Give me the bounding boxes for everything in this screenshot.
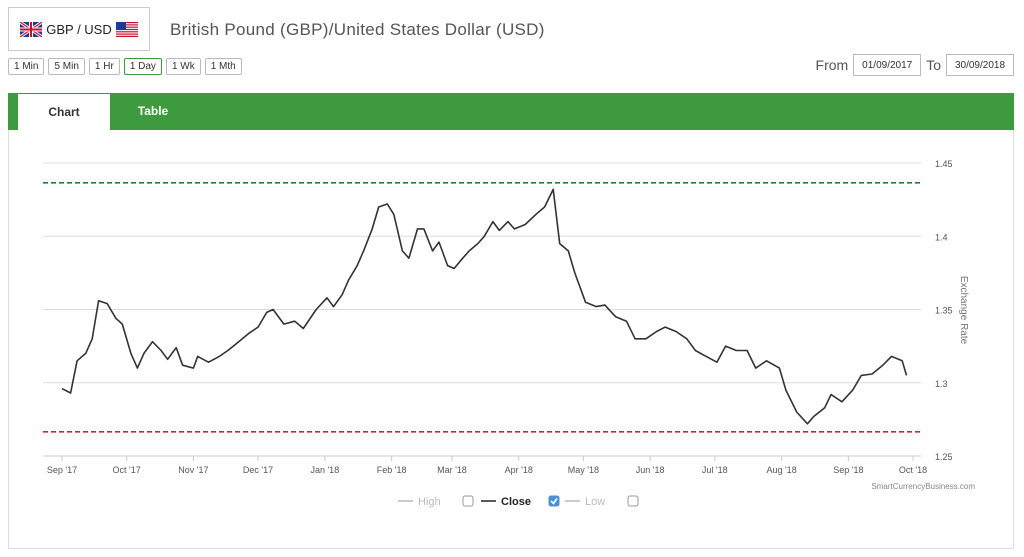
interval-buttons: 1 Min 5 Min 1 Hr 1 Day 1 Wk 1 Mth (8, 58, 242, 75)
x-tick-label: Apr '18 (505, 465, 533, 475)
x-tick-label: Oct '18 (899, 465, 927, 475)
tab-chart[interactable]: Chart (18, 94, 110, 131)
x-tick-label: Nov '17 (178, 465, 208, 475)
legend-label: Low (585, 496, 605, 508)
x-tick-label: Jun '18 (636, 465, 665, 475)
x-tick-label: Dec '17 (243, 465, 273, 475)
page-title: British Pound (GBP)/United States Dollar… (170, 20, 545, 39)
currency-pair-label: GBP / USD (46, 21, 112, 37)
currency-pair-selector[interactable]: GBP / USD (8, 7, 150, 51)
x-tick-label: Sep '18 (833, 465, 863, 475)
y-tick-label: 1.4 (935, 232, 948, 242)
y-tick-label: 1.45 (935, 159, 953, 169)
tab-table[interactable]: Table (137, 104, 169, 118)
to-date-input[interactable]: 30/09/2018 (946, 54, 1014, 76)
date-range: From 01/09/2017 To 30/09/2018 (816, 54, 1014, 76)
legend-label: High (418, 496, 441, 508)
interval-button-1mth[interactable]: 1 Mth (204, 58, 242, 75)
close-series-line (61, 188, 908, 425)
legend-checkbox[interactable] (548, 495, 560, 507)
interval-button-1min[interactable]: 1 Min (8, 58, 45, 75)
x-tick-label: Feb '18 (377, 465, 407, 475)
y-tick-label: 1.25 (935, 452, 953, 462)
x-tick-label: Aug '18 (766, 465, 796, 475)
watermark: SmartCurrencyBusiness.com (871, 482, 975, 491)
x-tick-label: Jul '18 (702, 465, 728, 475)
to-label: To (926, 57, 941, 73)
y-axis-label: Exchange Rate (958, 276, 969, 345)
y-tick-label: 1.3 (935, 379, 948, 389)
tab-bar: Chart Table (8, 93, 1014, 131)
from-label: From (815, 57, 849, 73)
interval-button-1wk[interactable]: 1 Wk (165, 58, 201, 75)
from-date-input[interactable]: 01/09/2017 (853, 54, 922, 76)
us-flag-icon (115, 21, 138, 37)
interval-button-5min[interactable]: 5 Min (48, 58, 85, 75)
check-icon (550, 498, 558, 505)
legend-checkbox[interactable] (627, 495, 639, 507)
x-tick-label: Oct '17 (113, 465, 141, 475)
x-tick-label: Jan '18 (310, 465, 339, 475)
legend-label: Close (501, 496, 531, 508)
interval-button-1hr[interactable]: 1 Hr (88, 58, 120, 75)
interval-button-1day[interactable]: 1 Day (123, 58, 162, 75)
y-tick-label: 1.35 (935, 306, 953, 316)
x-tick-label: Sep '17 (47, 465, 77, 475)
x-tick-label: Mar '18 (437, 465, 467, 475)
x-tick-label: May '18 (568, 465, 599, 475)
uk-flag-icon (20, 21, 43, 37)
legend-checkbox[interactable] (462, 495, 474, 507)
